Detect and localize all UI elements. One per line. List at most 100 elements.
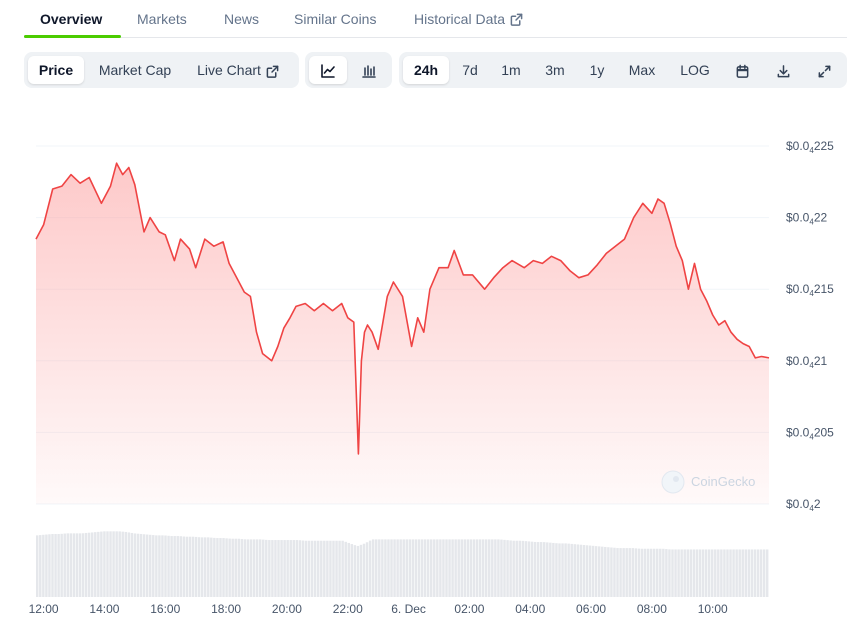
volume-bar: [463, 539, 467, 597]
volume-bar: [616, 548, 619, 597]
external-link-icon: [266, 65, 279, 78]
volume-bar: [121, 531, 124, 597]
tab-markets[interactable]: Markets: [137, 11, 187, 27]
x-tick-label: 18:00: [211, 602, 241, 616]
volume-bar: [439, 539, 442, 597]
volume-bar: [515, 540, 518, 597]
range-7d-button[interactable]: 7d: [462, 62, 478, 78]
volume-bar: [411, 539, 415, 597]
volume-bar: [433, 539, 436, 597]
price-line: [35, 162, 770, 455]
volume-bar: [176, 536, 179, 597]
volume-bar: [756, 549, 760, 597]
volume-bar: [87, 532, 91, 597]
volume-bar: [228, 538, 231, 597]
tab-historical-data[interactable]: Historical Data: [414, 10, 523, 28]
y-tick-subscript: 4: [809, 432, 814, 441]
x-tick-label: 22:00: [333, 602, 363, 616]
candlestick-chart-button[interactable]: [350, 56, 388, 84]
volume-bar: [310, 540, 314, 597]
range-1y-button[interactable]: 1y: [589, 62, 605, 78]
volume-bar: [564, 543, 567, 597]
x-tick-label: 10:00: [698, 602, 728, 616]
volume-bar: [60, 533, 63, 597]
tab-overview[interactable]: Overview: [40, 11, 103, 27]
volume-bar: [182, 536, 186, 597]
volume-bar: [420, 539, 424, 597]
volume-bar: [75, 533, 79, 597]
download-button[interactable]: [767, 56, 799, 84]
range-max-button[interactable]: Max: [628, 62, 656, 78]
volume-bar: [457, 539, 460, 597]
line-chart-icon: [321, 64, 335, 79]
volume-bar: [313, 540, 317, 597]
volume-bar: [378, 539, 381, 597]
volume-bar: [219, 538, 222, 597]
volume-bar: [78, 533, 82, 597]
y-tick-suffix: 205: [814, 425, 834, 439]
volume-bar: [579, 544, 583, 597]
range-3m-button[interactable]: 3m: [545, 62, 565, 78]
volume-bar: [762, 549, 766, 597]
volume-bar: [558, 543, 561, 597]
price-button[interactable]: Price: [28, 56, 84, 84]
volume-bar: [39, 535, 42, 597]
y-tick-subscript: 4: [809, 218, 814, 227]
volume-bar: [720, 549, 723, 597]
y-tick-suffix: 22: [814, 211, 828, 225]
volume-bar: [710, 549, 714, 597]
volume-bar: [454, 539, 457, 597]
volume-bar: [701, 549, 705, 597]
volume-bar: [222, 538, 225, 597]
volume-bar: [607, 547, 610, 597]
volume-bar: [533, 541, 537, 597]
volume-bar: [491, 539, 494, 597]
volume-bar: [527, 541, 531, 597]
range-24h-button[interactable]: 24h: [403, 56, 449, 84]
market-cap-button[interactable]: Market Cap: [98, 62, 172, 78]
volume-bar: [170, 536, 173, 597]
tab-similar-coins[interactable]: Similar Coins: [294, 11, 377, 27]
volume-bar: [66, 533, 69, 597]
line-chart-button[interactable]: [309, 56, 347, 84]
x-tick-label: 04:00: [515, 602, 545, 616]
x-tick-label: 16:00: [150, 602, 180, 616]
volume-bar: [387, 539, 390, 597]
volume-bar: [472, 539, 476, 597]
volume-bar: [423, 539, 427, 597]
volume-bar: [646, 548, 650, 597]
volume-bars: [36, 531, 769, 597]
live-chart-button[interactable]: Live Chart: [188, 56, 288, 84]
volume-bar: [329, 540, 332, 597]
log-scale-button[interactable]: LOG: [680, 62, 710, 78]
volume-bar: [173, 536, 176, 597]
volume-bar: [341, 540, 344, 597]
volume-bar: [552, 542, 555, 597]
date-picker-button[interactable]: [726, 56, 758, 84]
volume-bar: [289, 540, 292, 597]
volume-bar: [509, 540, 512, 597]
y-tick-label: $0.0422: [786, 211, 827, 227]
volume-bar: [283, 540, 286, 597]
y-tick-prefix: $0.0: [786, 354, 810, 368]
volume-bar: [518, 540, 522, 597]
calendar-icon: [736, 64, 748, 78]
volume-bar: [280, 540, 283, 597]
tab-news[interactable]: News: [224, 11, 260, 27]
volume-bar: [408, 539, 412, 597]
range-1m-button[interactable]: 1m: [501, 62, 521, 78]
volume-bar: [542, 542, 546, 597]
volume-bar: [234, 538, 237, 597]
volume-bar: [396, 539, 399, 597]
volume-bar: [460, 539, 463, 597]
volume-bar: [124, 531, 128, 597]
volume-bar: [237, 538, 241, 597]
volume-bar: [478, 539, 482, 597]
volume-bar: [332, 540, 335, 597]
fullscreen-button[interactable]: [808, 56, 840, 84]
volume-bar: [707, 549, 711, 597]
x-tick-label: 12:00: [29, 602, 59, 616]
volume-bar: [643, 548, 647, 597]
volume-bar: [335, 540, 338, 597]
